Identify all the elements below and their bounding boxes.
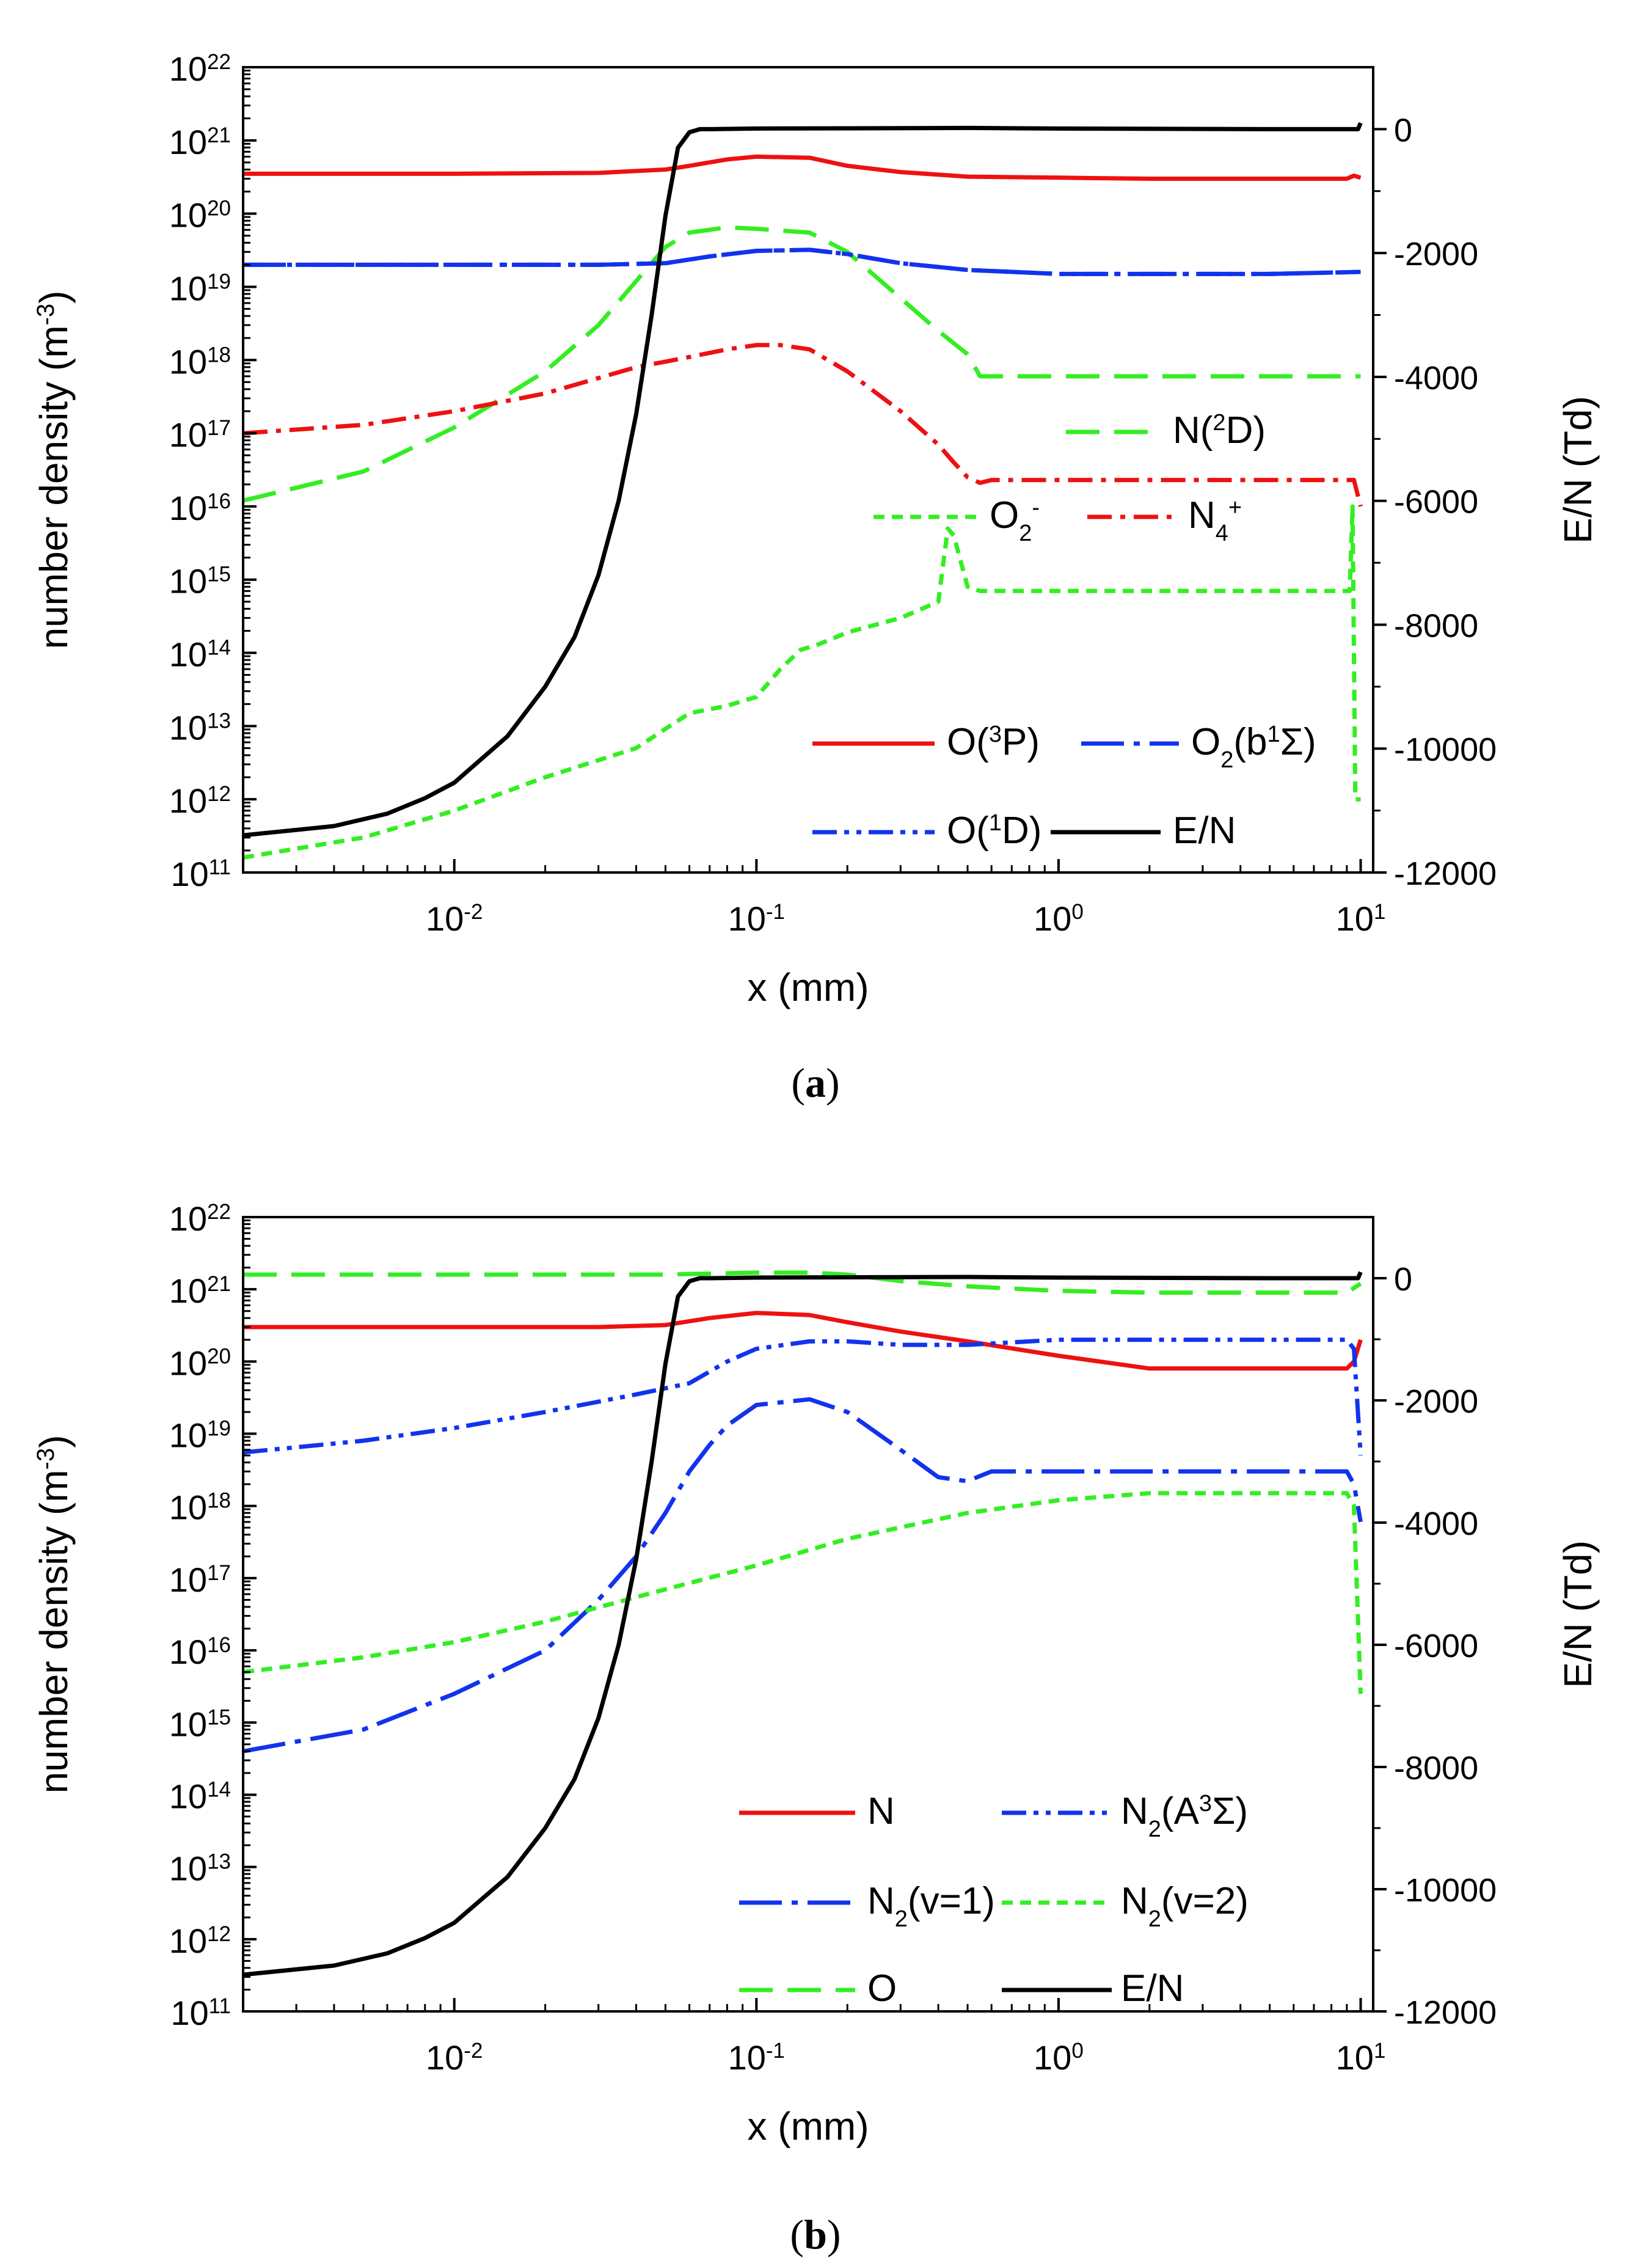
y-tick-label: 1019 xyxy=(169,269,231,307)
series-line-e-n xyxy=(243,1271,1363,1977)
legend: N N2(A3Σ) N2(v=1) N2(v=2) O E/N xyxy=(739,1790,1249,2010)
x-tick-label: 10-1 xyxy=(728,899,785,938)
legend-label: O2- xyxy=(990,494,1040,546)
x-tick-label: 10-2 xyxy=(426,899,483,938)
y2-tick-label: -4000 xyxy=(1394,360,1478,397)
y2-axis-label: E/N (Td) xyxy=(1556,1540,1600,1688)
x-tick-label: 10-2 xyxy=(426,2038,483,2077)
legend-label: N(2D) xyxy=(1173,409,1266,452)
y2-tick-label: -8000 xyxy=(1394,607,1478,644)
series-line-n4- xyxy=(243,343,1363,507)
y2-tick-label: 0 xyxy=(1394,112,1412,148)
caption-b: (b) xyxy=(790,2211,841,2258)
x-tick-label: 101 xyxy=(1336,2038,1386,2077)
y-tick-label: 1013 xyxy=(169,708,231,747)
series-line-n2-v-2- xyxy=(243,1491,1363,1694)
panel-a: 1011 1012 1013 1014 1015 1016 1017 1018 1019 1020… xyxy=(32,49,1600,1009)
y-tick-label: 1020 xyxy=(169,196,231,235)
series-line-n2-a3- xyxy=(243,1337,1363,1456)
legend-label: N4+ xyxy=(1188,494,1242,546)
caption-a: (a) xyxy=(791,1059,839,1106)
y-tick-label: 1016 xyxy=(169,489,231,527)
legend-label: O(3P) xyxy=(947,721,1040,763)
y-axis-label: number density (m-3) xyxy=(32,1435,76,1794)
x-axis-label: x (mm) xyxy=(747,2104,869,2148)
x-tick-label: 100 xyxy=(1034,2038,1084,2077)
y-tick-label: 1021 xyxy=(169,1271,231,1310)
y2-axis-label: E/N (Td) xyxy=(1556,396,1600,544)
legend-label: O2(b1Σ) xyxy=(1191,721,1316,773)
y-tick-label: 1021 xyxy=(169,123,231,161)
y2-tick-label: -8000 xyxy=(1394,1750,1478,1787)
y2-tick-label: -6000 xyxy=(1394,484,1478,521)
y-tick-label: 1017 xyxy=(169,1560,231,1599)
y-tick-label: 1013 xyxy=(169,1849,231,1888)
y-tick-label: 1012 xyxy=(169,1922,231,1960)
y-tick-label: 1014 xyxy=(169,1777,231,1815)
x-tick-label: 100 xyxy=(1034,899,1084,938)
x-tick-label: 101 xyxy=(1336,899,1386,938)
y-tick-label: 1017 xyxy=(169,415,231,454)
series-line-o xyxy=(243,1270,1362,1295)
y2-tick-label: -2000 xyxy=(1394,1383,1478,1420)
plot-frame xyxy=(242,1216,1374,2013)
legend-label: N xyxy=(867,1790,895,1832)
legend-label: N2(A3Σ) xyxy=(1121,1790,1248,1842)
y-tick-label: 1015 xyxy=(169,562,231,601)
y2-tick-label: 0 xyxy=(1394,1261,1412,1298)
y-axis-label: number density (m-3) xyxy=(32,291,76,649)
series-line-e-n xyxy=(243,122,1363,838)
x-tick-label: 10-1 xyxy=(728,2038,785,2077)
y2-tick-label: -12000 xyxy=(1394,1994,1497,2031)
legend-label: O xyxy=(867,1967,897,2010)
legend-label: E/N xyxy=(1173,810,1236,852)
y2-tick-label: -4000 xyxy=(1394,1505,1478,1542)
y-tick-label: 1015 xyxy=(169,1705,231,1743)
y2-tick-label: -10000 xyxy=(1394,731,1497,768)
y2-tick-label: -12000 xyxy=(1394,855,1497,892)
series-line-n-2d- xyxy=(243,225,1361,503)
y-tick-label: 1022 xyxy=(169,49,231,88)
series-line-n xyxy=(243,1311,1363,1371)
legend-label: O(1D) xyxy=(947,810,1041,852)
series-line-n2-v-1- xyxy=(243,1397,1363,1754)
series-line-o-3p- xyxy=(243,154,1362,181)
y-tick-label: 1018 xyxy=(169,1488,231,1527)
y-tick-label: 1011 xyxy=(170,855,231,893)
x-axis-label: x (mm) xyxy=(747,965,869,1009)
y2-tick-label: -10000 xyxy=(1394,1872,1497,1909)
y-tick-label: 1011 xyxy=(170,1994,231,2032)
y-tick-label: 1016 xyxy=(169,1633,231,1671)
y2-tick-label: -2000 xyxy=(1394,236,1478,273)
legend: N(2D) O2- N4+ O(3P) O2(b1Σ) O(1D) E/N xyxy=(812,409,1316,852)
series-group xyxy=(243,1270,1363,1977)
panel-b: 1011 1012 1013 1014 1015 1016 1017 1018 1019 1020… xyxy=(32,1199,1600,2148)
legend-label: E/N xyxy=(1121,1967,1184,2010)
y-tick-label: 1012 xyxy=(169,781,231,820)
y-tick-label: 1020 xyxy=(169,1344,231,1382)
y-tick-label: 1019 xyxy=(169,1416,231,1455)
series-group xyxy=(243,122,1363,860)
series-line-o-1d- xyxy=(243,247,1361,276)
y-tick-label: 1018 xyxy=(169,342,231,381)
y-tick-label: 1022 xyxy=(169,1199,231,1238)
legend-label: N2(v=2) xyxy=(1121,1880,1249,1932)
y2-tick-label: -6000 xyxy=(1394,1628,1478,1664)
y-tick-label: 1014 xyxy=(169,635,231,674)
series-line-o2- xyxy=(243,504,1361,860)
legend-label: N2(v=1) xyxy=(867,1880,995,1932)
plot-frame xyxy=(242,66,1374,874)
